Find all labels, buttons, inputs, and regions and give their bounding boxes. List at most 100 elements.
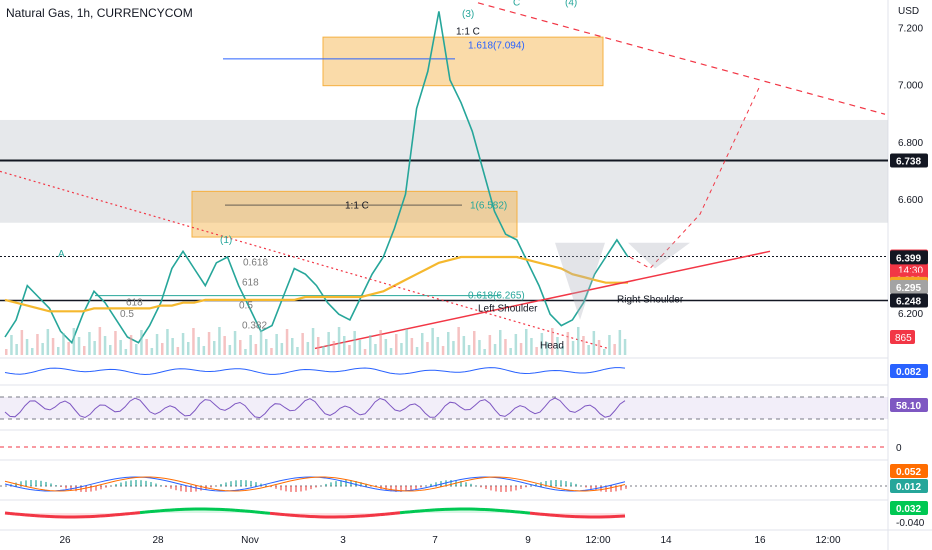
- y-tick-label: 6.200: [898, 309, 923, 320]
- macd-bar: [85, 486, 87, 492]
- volume-bar: [46, 329, 50, 355]
- volume-bar: [426, 342, 429, 355]
- oscillator-fill: [445, 509, 450, 513]
- macd-bar: [615, 486, 617, 492]
- macd-bar: [465, 482, 467, 486]
- annotation-label: 618: [126, 298, 143, 309]
- volume-bar: [618, 330, 622, 355]
- volume-bar: [608, 335, 611, 355]
- oscillator-fill: [475, 509, 480, 513]
- oscillator-fill: [610, 513, 615, 517]
- volume-bar: [301, 333, 304, 355]
- oscillator-fill: [590, 513, 595, 517]
- oscillator-fill: [330, 513, 335, 517]
- volume-bar: [83, 346, 86, 355]
- oscillator-fill: [235, 510, 240, 513]
- oscillator-fill: [150, 511, 155, 513]
- macd-bar: [90, 486, 92, 492]
- volume-bar: [98, 327, 102, 355]
- volume-bar: [421, 333, 424, 355]
- volume-bar: [15, 344, 18, 355]
- oscillator-fill: [180, 509, 185, 513]
- indicator-tag-label: 0.052: [896, 467, 921, 478]
- macd-bar: [135, 480, 137, 486]
- macd-bar: [160, 485, 162, 486]
- macd-bar: [410, 486, 412, 491]
- annotation-label: 0.5: [239, 300, 253, 311]
- oscillator-fill: [170, 510, 175, 513]
- volume-bar: [623, 339, 627, 355]
- macd-bar: [565, 481, 567, 486]
- macd-bar: [120, 482, 122, 486]
- volume-bar: [337, 327, 341, 355]
- macd-bar: [145, 480, 147, 486]
- oscillator-fill: [620, 513, 625, 517]
- oscillator-fill: [415, 511, 420, 513]
- oscillator-fill: [340, 513, 345, 517]
- volume-bar: [67, 342, 70, 355]
- volume-bar: [129, 335, 133, 355]
- macd-bar: [405, 486, 407, 492]
- macd-bar: [600, 486, 602, 492]
- volume-bar: [259, 330, 263, 355]
- volume-bar: [187, 342, 190, 355]
- volume-bar: [145, 339, 148, 355]
- indicator-tag-label: 0.082: [896, 367, 921, 378]
- volume-bar: [285, 329, 289, 355]
- oscillator-fill: [65, 513, 70, 517]
- pattern-shape: [628, 242, 690, 269]
- oscillator-fill: [430, 510, 435, 513]
- macd-bar: [325, 483, 327, 486]
- macd-bar: [60, 486, 62, 487]
- annotation-label: A: [58, 249, 65, 260]
- oscillator-fill: [480, 509, 485, 513]
- volume-bar: [114, 331, 117, 355]
- volume-bar: [587, 345, 590, 355]
- x-tick-label: 28: [152, 535, 164, 546]
- oscillator-fill: [75, 513, 80, 517]
- volume-bar: [530, 338, 533, 355]
- volume-bar: [197, 337, 200, 355]
- projection-path: [629, 85, 761, 270]
- macd-bar: [520, 486, 522, 489]
- volume-bar: [566, 332, 570, 355]
- oscillator-fill: [35, 513, 40, 516]
- volume-bar: [280, 343, 284, 355]
- volume-bar: [571, 341, 575, 355]
- oscillator-fill: [505, 510, 510, 513]
- oscillator-fill: [320, 513, 325, 517]
- oscillator-fill: [595, 513, 600, 517]
- fib-target-box: [322, 36, 604, 87]
- volume-bar: [415, 347, 419, 355]
- macd-bar: [610, 486, 612, 492]
- macd-bar: [115, 484, 117, 486]
- volume-bar: [514, 334, 518, 355]
- volume-bar: [171, 338, 174, 355]
- oscillator-fill: [385, 513, 390, 515]
- oscillator-fill: [405, 512, 410, 513]
- macd-bar: [270, 486, 272, 488]
- indicator-line: [4, 397, 626, 419]
- macd-bar: [390, 486, 392, 492]
- oscillator-fill: [115, 513, 120, 515]
- oscillator-fill: [575, 513, 580, 517]
- volume-bar: [31, 348, 34, 355]
- oscillator-fill: [45, 513, 50, 517]
- volume-bar: [228, 345, 232, 355]
- x-tick-label: Nov: [241, 535, 259, 546]
- volume-bar: [140, 330, 143, 355]
- oscillator-fill: [255, 511, 260, 513]
- volume-bar: [36, 334, 39, 355]
- volume-bar: [270, 348, 273, 355]
- oscillator-fill: [225, 509, 230, 513]
- macd-bar: [170, 486, 172, 489]
- price-tag: [890, 250, 928, 265]
- indicator-tag-label: 58.10: [896, 401, 921, 412]
- volume-bar: [577, 327, 580, 355]
- price-tag-label: 6.295: [896, 283, 921, 294]
- oscillator-fill: [365, 513, 370, 516]
- volume-bar: [41, 343, 44, 355]
- oscillator-fill: [100, 513, 105, 517]
- macd-bar: [305, 486, 307, 491]
